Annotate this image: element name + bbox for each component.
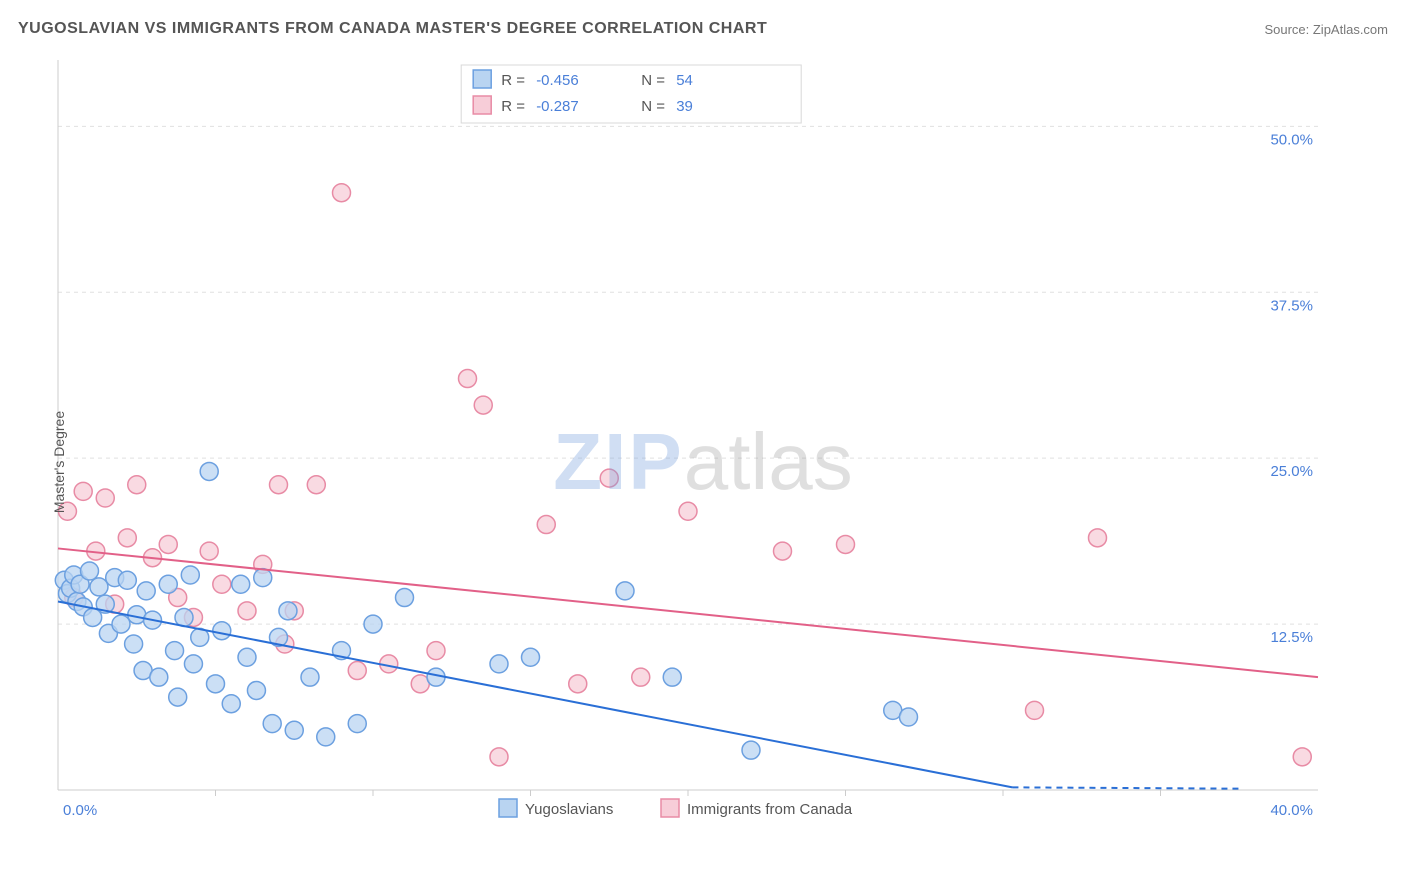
svg-text:0.0%: 0.0%: [63, 802, 97, 819]
svg-text:12.5%: 12.5%: [1270, 629, 1313, 646]
svg-text:40.0%: 40.0%: [1270, 802, 1313, 819]
svg-text:-0.287: -0.287: [536, 98, 579, 115]
svg-text:N =: N =: [641, 72, 665, 89]
svg-text:54: 54: [676, 72, 693, 89]
source-link[interactable]: ZipAtlas.com: [1313, 22, 1388, 37]
svg-text:Yugoslavians: Yugoslavians: [525, 801, 613, 818]
svg-text:R =: R =: [501, 72, 525, 89]
svg-text:37.5%: 37.5%: [1270, 297, 1313, 314]
svg-text:N =: N =: [641, 98, 665, 115]
source-attribution: Source: ZipAtlas.com: [1264, 22, 1388, 37]
svg-text:-0.456: -0.456: [536, 72, 579, 89]
svg-text:39: 39: [676, 98, 693, 115]
chart-title: YUGOSLAVIAN VS IMMIGRANTS FROM CANADA MA…: [18, 20, 767, 38]
chart-container: Master's Degree ZIPatlas 12.5%25.0%37.5%…: [18, 50, 1388, 874]
svg-text:R =: R =: [501, 98, 525, 115]
source-label: Source:: [1264, 22, 1312, 37]
svg-text:Immigrants from Canada: Immigrants from Canada: [687, 801, 853, 818]
svg-text:50.0%: 50.0%: [1270, 131, 1313, 148]
scatter-chart: 12.5% 25.0% 37.5% 50.0% 0.0% 40.0% R = -0.456 N …: [18, 50, 1328, 830]
y-axis-label: Master's Degree: [51, 411, 67, 513]
svg-text:25.0%: 25.0%: [1270, 463, 1313, 480]
